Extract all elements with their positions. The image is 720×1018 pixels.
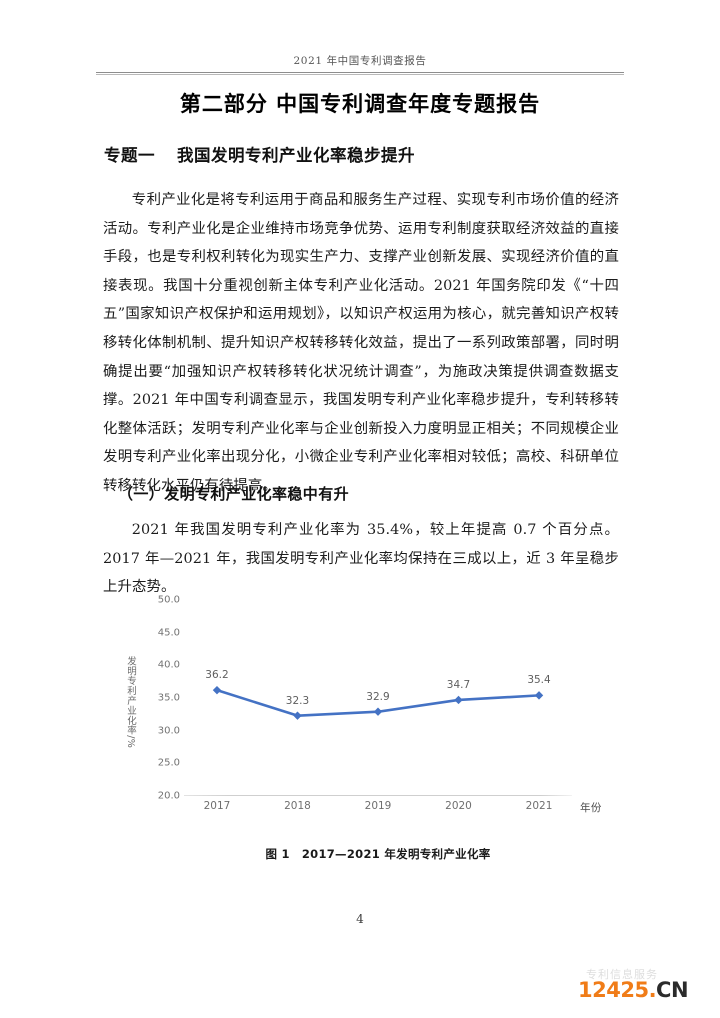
x-axis-line	[184, 795, 572, 796]
x-axis-tick-label: 2018	[284, 800, 311, 812]
x-axis-title: 年份	[580, 802, 602, 814]
running-header: 2021 年中国专利调查报告	[96, 54, 624, 75]
figure-1: 发明专利产业化率/% 50.0 45.0 40.0 35.0 30.0 25.0 20.0 …	[125, 595, 628, 862]
x-axis-tick-label: 2017	[203, 800, 231, 812]
y-axis-tick-label: 25.0	[157, 757, 180, 769]
header-divider	[96, 72, 624, 75]
x-axis-tick-label: 2021	[525, 800, 553, 812]
page-number: 4	[356, 912, 364, 926]
series-line	[212, 685, 544, 720]
plot-area: 36.2 32.3 32.9 34.7 35.4	[184, 600, 572, 796]
subsection-heading: （一）发明专利产业化率稳中有升	[118, 485, 350, 503]
watermark-site: 12425.CN	[578, 978, 689, 1002]
y-axis-tick-label: 35.0	[157, 692, 180, 704]
y-axis-tick-label: 45.0	[157, 627, 180, 639]
x-axis-tick-label: 2020	[445, 800, 472, 812]
watermark-logo-text: 专利信息服务	[586, 968, 658, 981]
running-header-text: 2021 年中国专利调查报告	[293, 55, 427, 67]
y-axis-ticks: 50.0 45.0 40.0 35.0 30.0 25.0 20.0	[146, 595, 180, 802]
figure-caption-label: 图 1	[265, 847, 290, 861]
y-axis-tick-label: 20.0	[157, 790, 180, 802]
data-point-label: 32.9	[366, 690, 390, 703]
figure-caption: 图 1 2017—2021 年发明专利产业化率	[128, 846, 628, 862]
data-point-marker	[534, 691, 544, 700]
watermark-number: 12425	[578, 978, 649, 1002]
y-axis-tick-label: 40.0	[157, 659, 180, 671]
data-point-marker	[293, 711, 302, 720]
data-point-label: 35.4	[527, 674, 551, 687]
topic-heading-label: 专题一	[104, 146, 155, 165]
data-point-label: 32.3	[285, 694, 310, 707]
watermark-tld: CN	[656, 978, 689, 1002]
data-point-label: 36.2	[205, 669, 229, 682]
y-axis-tick-label: 50.0	[157, 594, 180, 606]
x-axis-ticks: 2017 2018 2019 2020 2021	[184, 798, 572, 818]
topic-heading: 专题一 我国发明专利产业化率稳步提升	[104, 142, 415, 166]
y-axis-tick-label: 30.0	[157, 725, 180, 737]
paragraph-rate: 2021 年我国发明专利产业化率为 35.4%，较上年提高 0.7 个百分点。2…	[103, 522, 619, 596]
watermark: 专利信息服务 12425.CN	[578, 966, 710, 1010]
data-point-marker	[373, 707, 383, 716]
line-chart: 发明专利产业化率/% 50.0 45.0 40.0 35.0 30.0 25.0 20.0 …	[125, 595, 628, 832]
data-point-marker	[454, 695, 463, 705]
figure-caption-text: 2017—2021 年发明专利产业化率	[301, 847, 491, 861]
paragraph-intro: 专利产业化是将专利运用于商品和服务生产过程、实现专利市场价值的经济活动。专利产业…	[103, 192, 619, 494]
y-axis-title: 发明专利产业化率/%	[125, 656, 136, 749]
x-axis-tick-label: 2019	[364, 800, 392, 812]
page-title: 第二部分 中国专利调查年度专题报告	[179, 91, 541, 116]
watermark-dot: .	[648, 978, 657, 1002]
data-point-marker	[212, 685, 222, 695]
data-point-label: 34.7	[446, 678, 471, 691]
topic-heading-name: 我国发明专利产业化率稳步提升	[177, 146, 415, 165]
